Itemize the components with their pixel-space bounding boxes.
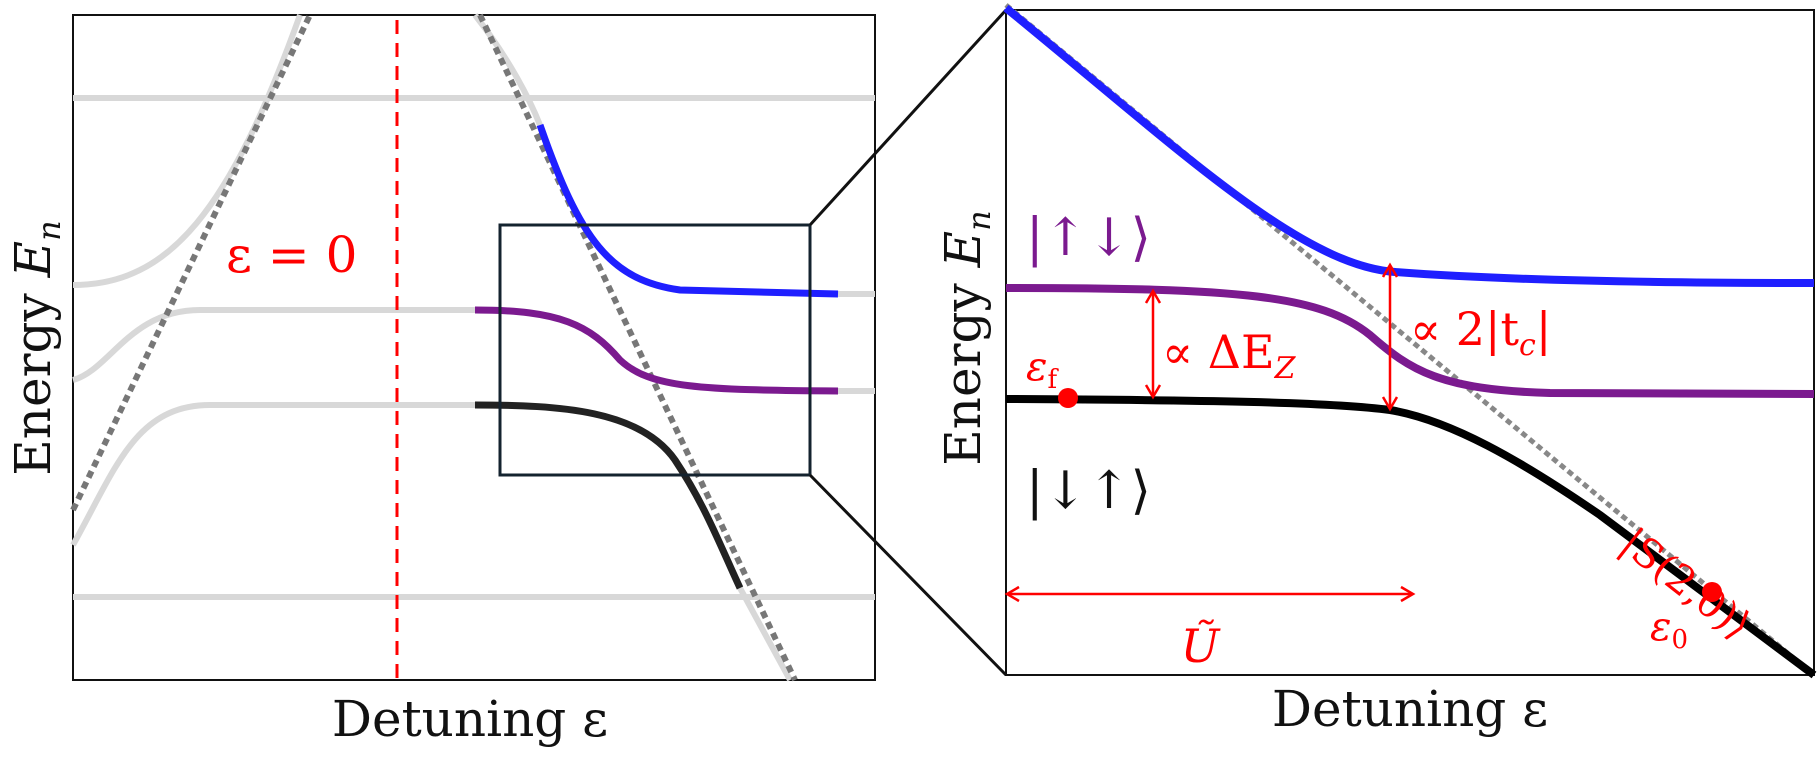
interaction-label: Ũ bbox=[1181, 619, 1222, 673]
left-gray-curve-lower bbox=[70, 402, 475, 547]
left-blue-branch bbox=[536, 123, 839, 298]
right-purple-branch bbox=[1005, 284, 1815, 398]
left-x-axis-label: Detuning ε bbox=[332, 690, 608, 748]
left-y-axis-label: Energy En bbox=[4, 220, 68, 475]
left-gray-tail-black bbox=[737, 586, 793, 682]
eps-0-label: ε0 bbox=[1650, 604, 1688, 655]
zoom-connector-top bbox=[808, 8, 1008, 227]
eps-f-label: εf bbox=[1026, 344, 1059, 395]
zoom-connector-bottom bbox=[808, 473, 1008, 677]
eps-f-point bbox=[1058, 388, 1078, 408]
right-black-branch bbox=[1005, 395, 1817, 679]
tunnel-gap-label: ∝ 2|tc| bbox=[1410, 302, 1551, 363]
left-gray-curve-middle bbox=[72, 307, 475, 383]
left-panel: ε = 0 Detuning ε Energy En bbox=[4, 13, 876, 748]
right-x-axis-label: Detuning ε bbox=[1272, 680, 1548, 738]
epsilon-zero-label: ε = 0 bbox=[226, 226, 357, 284]
left-purple-branch bbox=[474, 306, 839, 395]
right-plot-frame bbox=[1005, 9, 1815, 676]
zoom-box bbox=[498, 223, 812, 477]
eps-0-point bbox=[1702, 582, 1722, 602]
left-asymptote-rising bbox=[70, 13, 313, 512]
state-down-up-label: |↓↑⟩ bbox=[1026, 461, 1151, 521]
left-black-branch bbox=[474, 401, 744, 590]
interaction-range-arrow bbox=[1004, 585, 1416, 603]
right-panel: |↑↓⟩ |↓↑⟩ |S(2,0)⟩ ∝ ΔEZ ∝ 2|tc| εf ε0 Ũ… bbox=[934, 3, 1817, 738]
zeeman-gap-label: ∝ ΔEZ bbox=[1162, 325, 1297, 386]
zeeman-gap-arrow bbox=[1144, 288, 1162, 400]
tunnel-gap-arrow bbox=[1381, 262, 1399, 412]
left-asymptote-falling bbox=[477, 13, 798, 682]
left-plot-frame bbox=[72, 14, 876, 681]
right-y-axis-label: Energy En bbox=[934, 210, 998, 465]
state-up-down-label: |↑↓⟩ bbox=[1026, 208, 1151, 268]
left-gray-curve-upper bbox=[72, 13, 303, 288]
